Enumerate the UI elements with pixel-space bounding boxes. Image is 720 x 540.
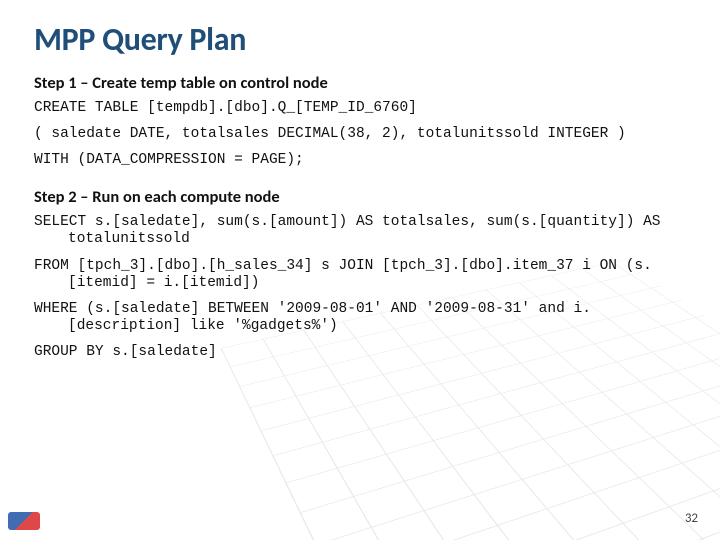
step1-code-line-1: CREATE TABLE [tempdb].[dbo].Q_[TEMP_ID_6… [34,100,686,117]
slide-container: MPP Query Plan Step 1 – Create temp tabl… [0,0,720,540]
slide-title: MPP Query Plan [34,20,686,59]
step2-code-line-3: WHERE (s.[saledate] BETWEEN '2009-08-01'… [34,301,686,335]
page-number: 32 [685,511,698,526]
step2-heading: Step 2 – Run on each compute node [34,187,686,207]
step2-code-line-4: GROUP BY s.[saledate] [34,344,686,361]
step2-code-line-1: SELECT s.[saledate], sum(s.[amount]) AS … [34,214,686,248]
step1-code-line-2: ( saledate DATE, totalsales DECIMAL(38, … [34,126,686,143]
step1-heading: Step 1 – Create temp table on control no… [34,73,686,93]
step2-code-line-2: FROM [tpch_3].[dbo].[h_sales_34] s JOIN … [34,258,686,292]
brand-logo-icon [8,512,40,530]
step1-code-line-3: WITH (DATA_COMPRESSION = PAGE); [34,152,686,169]
